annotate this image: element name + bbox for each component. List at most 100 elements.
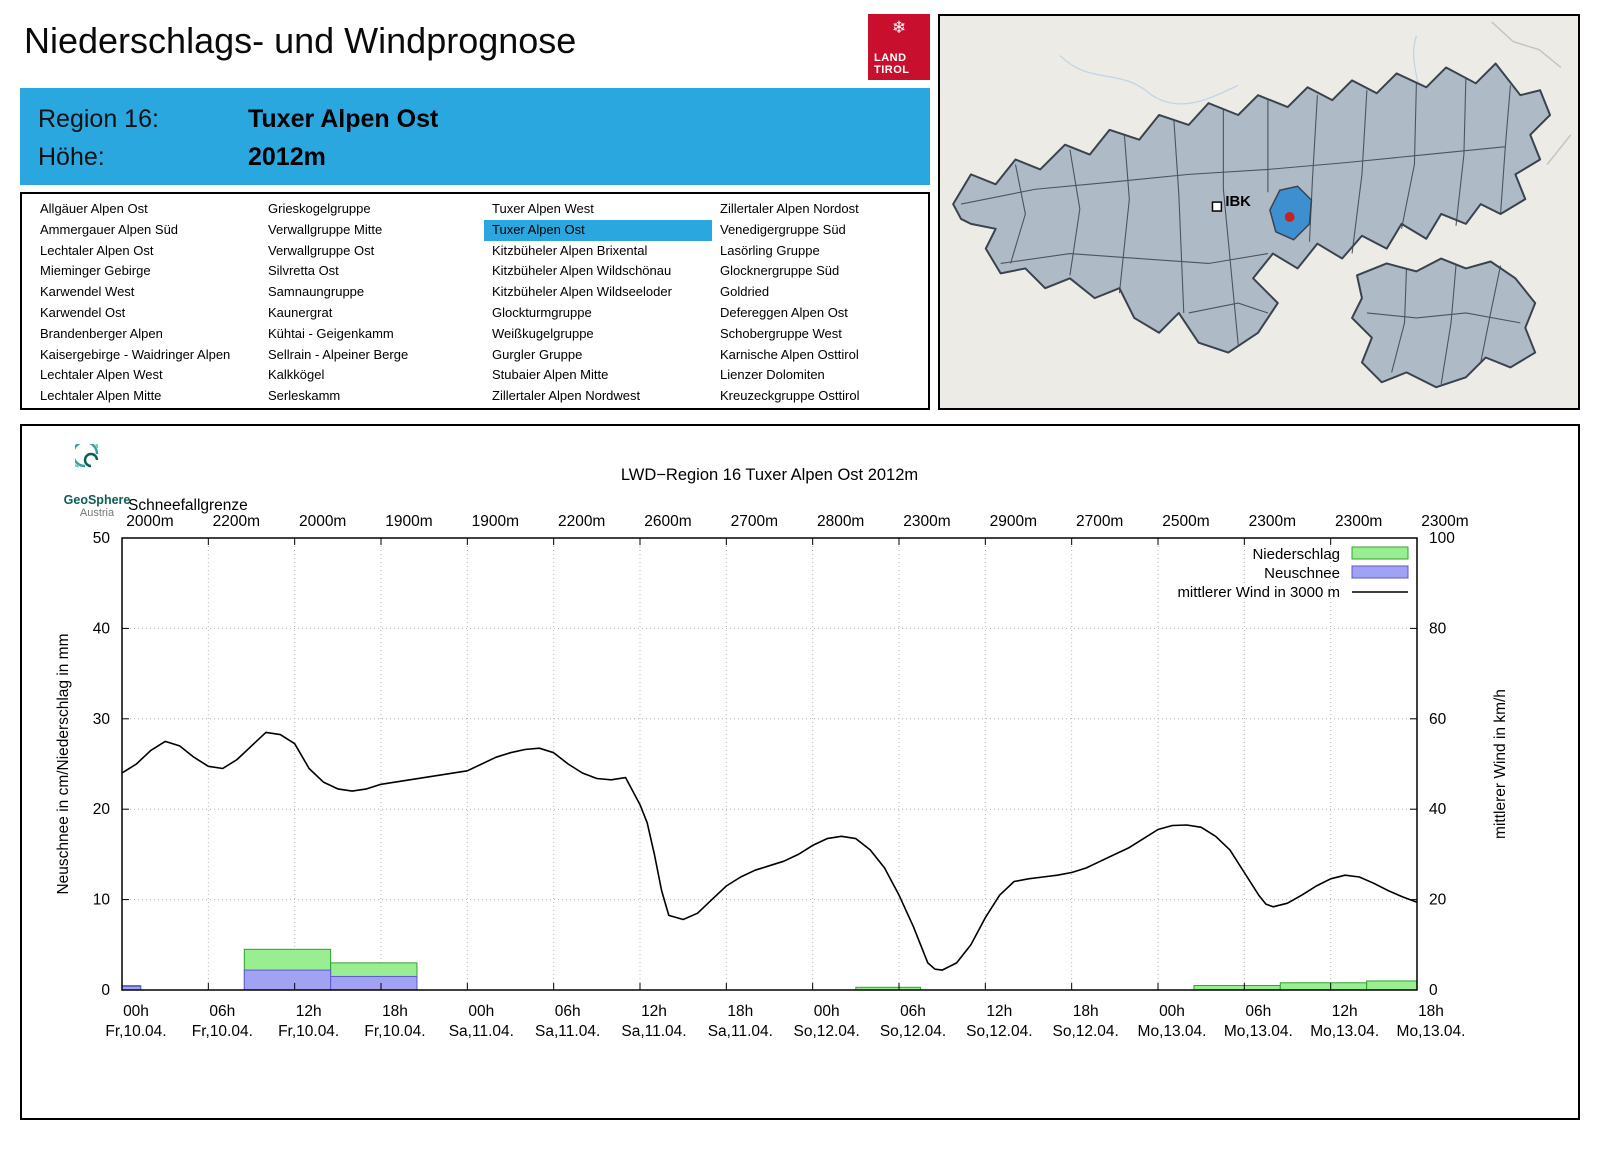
region-list-item[interactable]: Glocknergruppe Süd (720, 263, 840, 279)
region-list-item[interactable]: Kaunergrat (268, 304, 333, 320)
tirol-map: IBK (952, 21, 1572, 389)
region-list-item[interactable]: Kühtai - Geigenkamm (268, 325, 394, 341)
region-list-item[interactable]: Weißkugelgruppe (492, 325, 594, 341)
region-list-item[interactable]: Grieskogelgruppe (268, 201, 371, 216)
snowline-value: 1900m (385, 513, 432, 530)
region-list-item[interactable]: Karnische Alpen Osttirol (720, 346, 859, 362)
x-tick-hour: 12h (641, 1003, 667, 1020)
x-tick-hour: 18h (727, 1003, 753, 1020)
x-tick-date: Sa,11.04. (621, 1023, 686, 1040)
y-tick-right: 80 (1429, 620, 1447, 637)
map-marker-dot (1284, 212, 1295, 222)
ylabel-left: Neuschnee in cm/Niederschlag in mm (55, 633, 72, 894)
x-tick-hour: 00h (123, 1003, 149, 1020)
region-list-item[interactable]: Kalkkögel (268, 367, 325, 383)
x-tick-date: Fr,10.04. (364, 1023, 425, 1040)
chart-title: LWD−Region 16 Tuxer Alpen Ost 2012m (621, 466, 918, 484)
region-list-item[interactable]: Stubaier Alpen Mitte (492, 367, 609, 383)
geosphere-logo: GeoSphere Austria (52, 428, 142, 519)
region-list-item[interactable]: Lechtaler Alpen Mitte (40, 388, 162, 404)
snowline-value: 2300m (1421, 513, 1468, 530)
x-tick-hour: 00h (814, 1003, 840, 1020)
x-tick-hour: 12h (296, 1003, 322, 1020)
new-snow-bar (243, 969, 332, 991)
x-tick-date: So,12.04. (1052, 1023, 1118, 1040)
axis-tick-labels: 00h Fr,10.04. 2000m 06h Fr,10.04. 2200m 12h Fr,… (93, 513, 1469, 1040)
region-list-item[interactable]: Karwendel West (40, 284, 135, 300)
region-list-item[interactable]: Tuxer Alpen West (492, 201, 594, 216)
precipitation-bar (1279, 982, 1368, 991)
region-list-item[interactable]: Glockturmgruppe (492, 304, 592, 320)
x-tick-date: Fr,10.04. (192, 1023, 253, 1040)
geosphere-name: GeoSphere (63, 493, 131, 507)
region-list-item[interactable]: Kaisergebirge - Waidringer Alpen (40, 346, 231, 362)
ibk-marker-icon (1211, 201, 1223, 212)
region-list-item[interactable]: Kitzbüheler Alpen Wildseeloder (492, 284, 672, 300)
region-list-item[interactable]: Schobergruppe West (720, 325, 842, 341)
region-list-item[interactable]: Kreuzeckgruppe Osttirol (720, 388, 860, 404)
x-tick-hour: 00h (1159, 1003, 1185, 1020)
x-tick-hour: 18h (1073, 1003, 1099, 1020)
logo-text-line2: TIROL (874, 64, 910, 76)
region-list-column: Tuxer Alpen West Tuxer Alpen Ost Kitzbühel… (484, 199, 712, 408)
snowline-value: 1900m (472, 513, 519, 530)
snowline-value: 2700m (731, 513, 778, 530)
x-tick-date: Mo,13.04. (1224, 1023, 1293, 1040)
region-list-item[interactable]: Kitzbüheler Alpen Wildschönau (492, 263, 672, 279)
legend-label: Neuschnee (1264, 565, 1340, 582)
snowline-value: 2300m (903, 513, 950, 530)
y-tick-right: 40 (1429, 801, 1447, 818)
x-tick-date: Sa,11.04. (449, 1023, 514, 1040)
plot-frame (121, 537, 1418, 991)
new-snow-bars (121, 969, 418, 991)
region-list-item[interactable]: Sellrain - Alpeiner Berge (268, 346, 409, 362)
snowline-value: 2600m (644, 513, 691, 530)
region-info-box: Region 16: Tuxer Alpen Ost Höhe: 2012m (20, 88, 930, 185)
region-list-item[interactable]: Gurgler Gruppe (492, 346, 583, 362)
region-list-item[interactable]: Serleskamm (268, 388, 341, 404)
region-list-item[interactable]: Ammergauer Alpen Süd (40, 221, 179, 237)
region-list-item-selected[interactable]: Tuxer Alpen Ost (484, 219, 712, 241)
region-list-item[interactable]: Zillertaler Alpen Nordost (720, 201, 859, 216)
region-list-item[interactable]: Kitzbüheler Alpen Brixental (492, 242, 648, 258)
region-list-column: Grieskogelgruppe Verwallgruppe Mitte Verwa… (260, 199, 484, 408)
snowline-value: 2200m (558, 513, 605, 530)
x-tick-date: So,12.04. (793, 1023, 859, 1040)
snowline-value: 2800m (817, 513, 864, 530)
region-list-item[interactable]: Goldried (720, 284, 770, 300)
region-list-item[interactable]: Brandenberger Alpen (40, 325, 163, 341)
region-list-item[interactable]: Lechtaler Alpen Ost (40, 242, 154, 258)
snowline-value: 2300m (1249, 513, 1296, 530)
x-tick-date: Mo,13.04. (1138, 1023, 1207, 1040)
snowline-value: 2000m (299, 513, 346, 530)
neighbor-border-line (1491, 21, 1572, 165)
y-tick-left: 0 (101, 982, 110, 999)
altitude-label: Höhe: (38, 142, 105, 171)
region-list-item[interactable]: Lasörling Gruppe (720, 242, 820, 258)
region-list-item[interactable]: Zillertaler Alpen Nordwest (492, 388, 641, 404)
x-tick-date: Mo,13.04. (1310, 1023, 1379, 1040)
legend-swatch (1351, 565, 1409, 579)
x-tick-date: Sa,11.04. (708, 1023, 773, 1040)
region-list-item[interactable]: Samnaungruppe (268, 284, 365, 300)
y-tick-right: 20 (1429, 892, 1447, 909)
region-list-item[interactable]: Karwendel Ost (40, 304, 126, 320)
snowline-value: 2000m (126, 513, 173, 530)
region-list-item[interactable]: Lienzer Dolomiten (720, 367, 825, 383)
region-list-item[interactable]: Defereggen Alpen Ost (720, 304, 848, 320)
region-list-item[interactable]: Verwallgruppe Ost (268, 242, 375, 258)
snowflake-icon: ❄ (891, 18, 907, 37)
geosphere-sub: Austria (79, 507, 115, 519)
meteogram-chart: 00h Fr,10.04. 2000m 06h Fr,10.04. 2200m 12h Fr,… (55, 466, 1509, 1040)
region-list-item[interactable]: Silvretta Ost (268, 263, 339, 279)
x-tick-date: So,12.04. (880, 1023, 946, 1040)
x-tick-hour: 00h (468, 1003, 494, 1020)
chart-grid (122, 538, 1417, 990)
legend-label: mittlerer Wind in 3000 m (1177, 584, 1340, 601)
region-list-item[interactable]: Allgäuer Alpen Ost (40, 201, 148, 216)
region-list-item[interactable]: Verwallgruppe Mitte (268, 221, 383, 237)
y-tick-right: 0 (1429, 982, 1438, 999)
region-list-item[interactable]: Mieminger Gebirge (40, 263, 151, 279)
region-list-item[interactable]: Venedigergruppe Süd (720, 221, 846, 237)
region-list-item[interactable]: Lechtaler Alpen West (40, 367, 163, 383)
